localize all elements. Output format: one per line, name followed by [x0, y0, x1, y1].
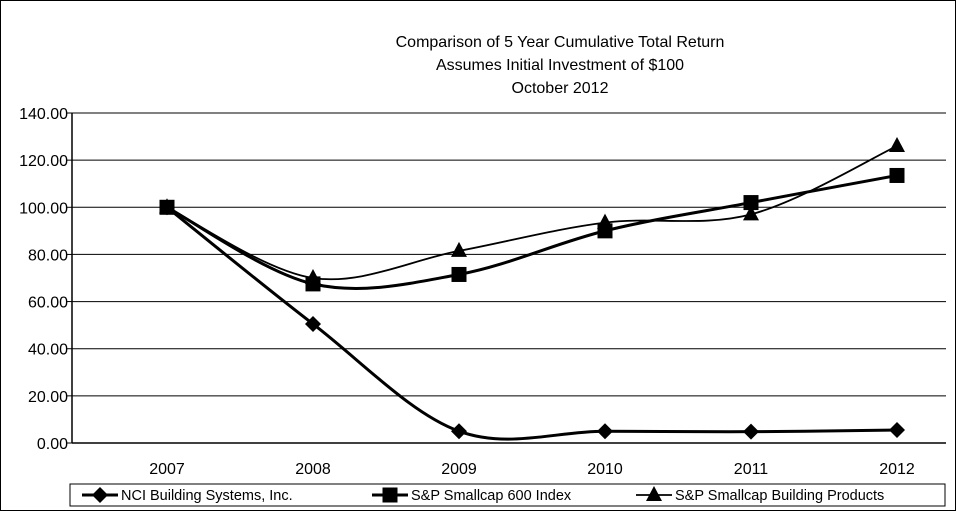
- data-point: [743, 195, 759, 211]
- data-point: [451, 266, 467, 282]
- data-point: [597, 423, 613, 440]
- legend-marker: [92, 487, 108, 503]
- chart-title-line-1: Comparison of 5 Year Cumulative Total Re…: [396, 34, 725, 51]
- data-point: [451, 423, 467, 440]
- y-tick-label: 100.00: [19, 200, 68, 217]
- data-point: [305, 315, 321, 332]
- data-point: [305, 276, 321, 292]
- series-line: [166, 206, 898, 441]
- x-tick-label: 2012: [879, 461, 915, 478]
- legend-label: S&P Smallcap Building Products: [675, 488, 884, 504]
- legend-box: [69, 483, 946, 507]
- x-tick-label: 2008: [295, 461, 331, 478]
- x-tick-label: 2007: [149, 461, 185, 478]
- data-point: [889, 137, 905, 152]
- axes: [71, 113, 946, 444]
- legend-label: S&P Smallcap 600 Index: [411, 488, 572, 504]
- data-point: [743, 205, 759, 221]
- data-point: [597, 223, 613, 239]
- y-tick-label: 140.00: [19, 106, 68, 123]
- y-axis-ticks: 0.00 20.00 40.00 60.00 80.00 100.00 120.00 140.…: [19, 106, 72, 453]
- series-diamond: [159, 199, 905, 441]
- y-tick-label: 40.00: [28, 342, 68, 359]
- chart-title-line-2: Assumes Initial Investment of $100: [436, 57, 684, 74]
- legend-item: S&P Smallcap Building Products: [636, 486, 884, 504]
- series-square: [159, 167, 905, 292]
- series-line: [166, 173, 898, 290]
- legend-item: NCI Building Systems, Inc.: [82, 487, 293, 504]
- legend-item: S&P Smallcap 600 Index: [372, 487, 572, 504]
- chart-title-line-3: October 2012: [512, 80, 609, 97]
- data-point: [159, 199, 175, 216]
- data-point: [451, 241, 467, 257]
- x-tick-label: 2009: [441, 461, 477, 478]
- series-triangle: [159, 137, 905, 284]
- x-tick-label: 2010: [587, 461, 623, 478]
- series-line: [166, 145, 898, 281]
- x-axis-ticks: 2007 2008 2009 2010 2011 2012: [149, 461, 915, 478]
- legend: NCI Building Systems, Inc. S&P Smallcap 6…: [69, 483, 946, 507]
- x-tick-label: 2011: [734, 461, 769, 478]
- series-group: [159, 137, 905, 441]
- legend-marker: [382, 487, 398, 503]
- y-tick-label: 80.00: [28, 247, 68, 264]
- y-tick-label: 120.00: [19, 153, 68, 170]
- y-tick-label: 0.00: [37, 436, 68, 453]
- legend-marker: [646, 486, 662, 501]
- y-tick-label: 60.00: [28, 295, 68, 312]
- data-point: [743, 423, 759, 440]
- chart-title: Comparison of 5 Year Cumulative Total Re…: [396, 34, 725, 97]
- legend-label: NCI Building Systems, Inc.: [121, 488, 293, 504]
- data-point: [889, 422, 905, 439]
- grid-lines: [72, 112, 946, 444]
- y-tick-label: 20.00: [28, 389, 68, 406]
- data-point: [889, 167, 905, 183]
